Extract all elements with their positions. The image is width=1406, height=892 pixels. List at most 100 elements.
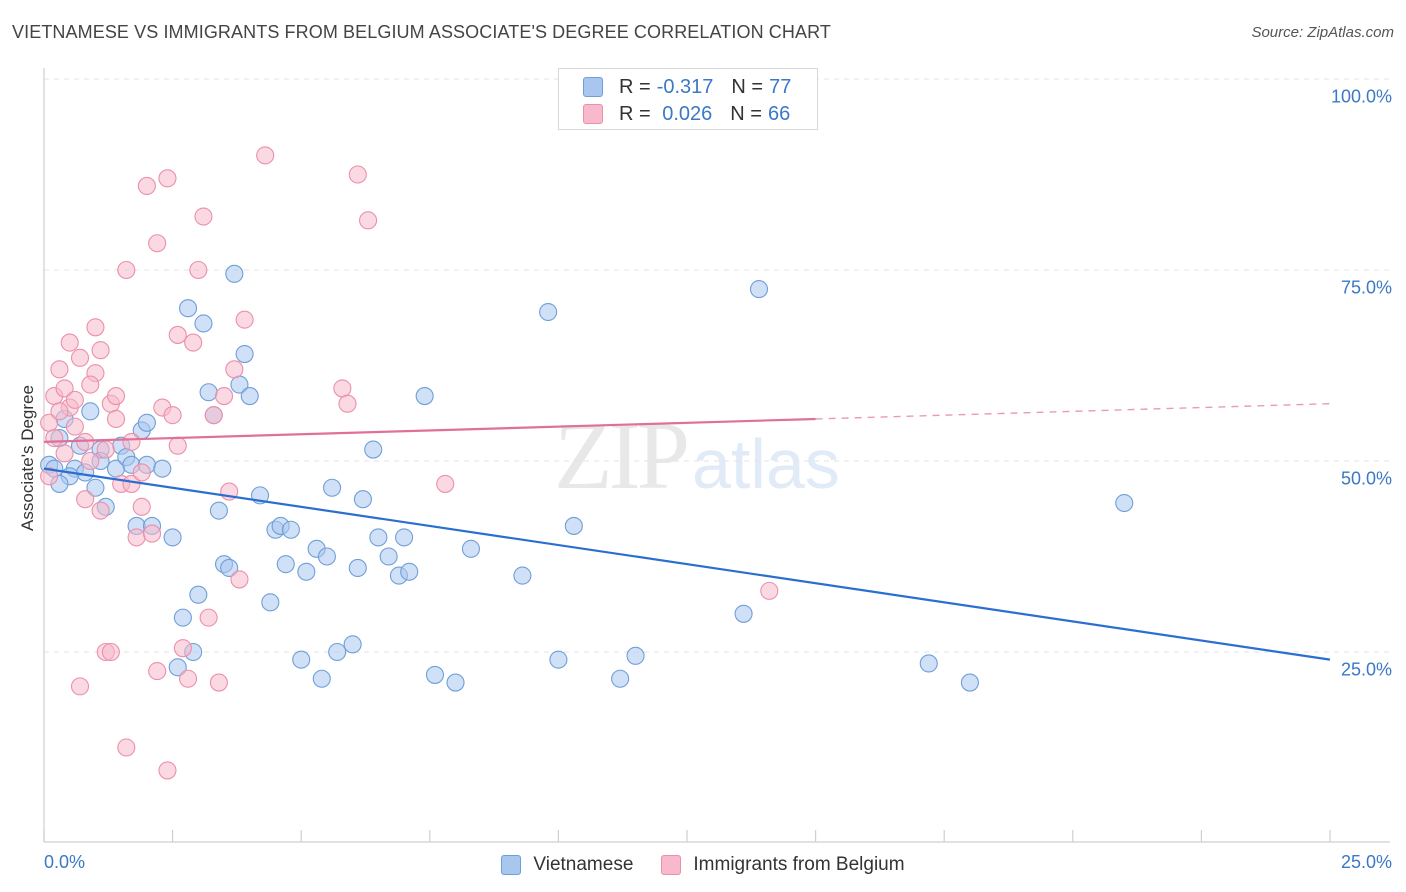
r-value: 0.026 — [656, 102, 713, 125]
vietnamese-point — [189, 585, 208, 604]
belgium-point — [40, 467, 59, 486]
belgium-point — [101, 642, 120, 662]
belgium-point — [338, 394, 357, 413]
vietnamese-point — [261, 593, 280, 612]
n-label: N = — [730, 102, 762, 125]
belgium-point — [96, 440, 115, 459]
vietnamese-point — [364, 440, 383, 459]
n-value: 77 — [769, 75, 792, 98]
x-tick-label: 25.0% — [1340, 852, 1392, 872]
belgium-point — [122, 432, 141, 451]
belgium-point — [117, 260, 136, 280]
belgium-trend-line — [43, 417, 816, 443]
belgium-point — [225, 360, 244, 379]
belgium-point — [50, 402, 69, 421]
vietnamese-point — [194, 314, 213, 333]
belgium-point — [168, 325, 187, 344]
vietnamese-point — [220, 558, 239, 578]
legend-item-vietnamese[interactable]: Vietnamese — [501, 854, 633, 876]
belgium-swatch — [583, 104, 603, 124]
belgium-point — [760, 581, 779, 600]
r-value: -0.317 — [656, 75, 714, 98]
belgium-point — [148, 234, 167, 253]
belgium-point — [137, 176, 156, 196]
belgium-point — [173, 639, 192, 658]
belgium-point — [163, 406, 182, 425]
vietnamese-point — [626, 646, 645, 665]
belgium-point — [55, 379, 74, 398]
belgium-point — [117, 738, 136, 757]
vietnamese-point — [348, 558, 367, 578]
belgium-point — [60, 333, 79, 352]
vietnamese-point — [199, 383, 218, 402]
vietnamese-point — [539, 302, 558, 322]
vietnamese-point — [173, 608, 192, 627]
y-axis-label: Associate's Degree — [18, 385, 37, 531]
belgium-point — [199, 608, 218, 627]
vietnamese-point — [328, 642, 347, 662]
vietnamese-point — [513, 566, 532, 585]
vietnamese-point — [343, 635, 362, 654]
belgium-point — [65, 390, 84, 409]
belgium-point — [81, 375, 100, 394]
belgium-point — [214, 387, 234, 406]
belgium-point — [132, 497, 151, 516]
belgium-swatch — [661, 855, 682, 875]
belgium-point — [230, 570, 249, 589]
vietnamese-point — [81, 402, 100, 421]
vietnamese-point — [446, 673, 465, 692]
vietnamese-point — [960, 673, 979, 692]
vietnamese-point — [163, 528, 182, 547]
vietnamese-point — [297, 562, 316, 581]
y-tick-label: 100.0% — [1330, 86, 1392, 107]
belgium-point — [70, 348, 90, 367]
chart-title: VIETNAMESE VS IMMIGRANTS FROM BELGIUM AS… — [12, 22, 831, 42]
vietnamese-point — [564, 516, 583, 535]
belgium-point — [189, 260, 208, 280]
belgium-point — [158, 761, 177, 780]
belgium-trend-line-extension — [815, 403, 1331, 420]
vietnamese-point — [225, 264, 244, 283]
belgium-point — [76, 490, 95, 509]
vietnamese-point — [369, 528, 388, 547]
n-label: N = — [731, 75, 764, 98]
belgium-point — [106, 409, 126, 429]
legend-item-belgium[interactable]: Immigrants from Belgium — [661, 854, 905, 876]
n-value: 66 — [767, 102, 791, 125]
vietnamese-point — [317, 547, 336, 566]
vietnamese-trend-line — [43, 467, 1331, 661]
belgium-point — [81, 451, 100, 471]
source-credit[interactable]: Source: ZipAtlas.com — [1251, 24, 1394, 41]
legend-label: Immigrants from Belgium — [693, 854, 905, 875]
r-label: R = — [619, 75, 651, 98]
vietnamese-point — [292, 650, 311, 669]
vietnamese-point — [137, 413, 156, 432]
belgium-point — [132, 463, 151, 482]
trend-lines — [43, 403, 1331, 661]
vietnamese-point — [312, 669, 331, 688]
legend-label: Vietnamese — [533, 854, 634, 875]
belgium-point — [235, 310, 254, 329]
vietnamese-point — [323, 478, 342, 497]
vietnamese-point — [549, 650, 568, 669]
belgium-point — [50, 360, 69, 379]
vietnamese-point — [395, 528, 414, 547]
vietnamese-point — [209, 501, 228, 520]
vietnamese-point — [379, 547, 398, 566]
vietnamese-point — [415, 387, 434, 406]
vietnamese-point — [178, 299, 198, 318]
vietnamese-swatch — [583, 77, 603, 97]
correlation-legend: R = -0.317 N = 77 R = 0.026 N = 66 — [558, 68, 818, 130]
data-points — [40, 146, 1134, 780]
belgium-point — [127, 528, 146, 547]
r-label: R = — [619, 102, 651, 125]
belgium-point — [91, 501, 110, 520]
belgium-point — [45, 429, 64, 448]
belgium-point — [348, 165, 367, 184]
vietnamese-point — [919, 654, 938, 673]
vietnamese-point — [235, 344, 254, 364]
belgium-point — [142, 524, 162, 543]
vietnamese-point — [425, 665, 444, 684]
x-tick-label: 0.0% — [44, 852, 86, 872]
